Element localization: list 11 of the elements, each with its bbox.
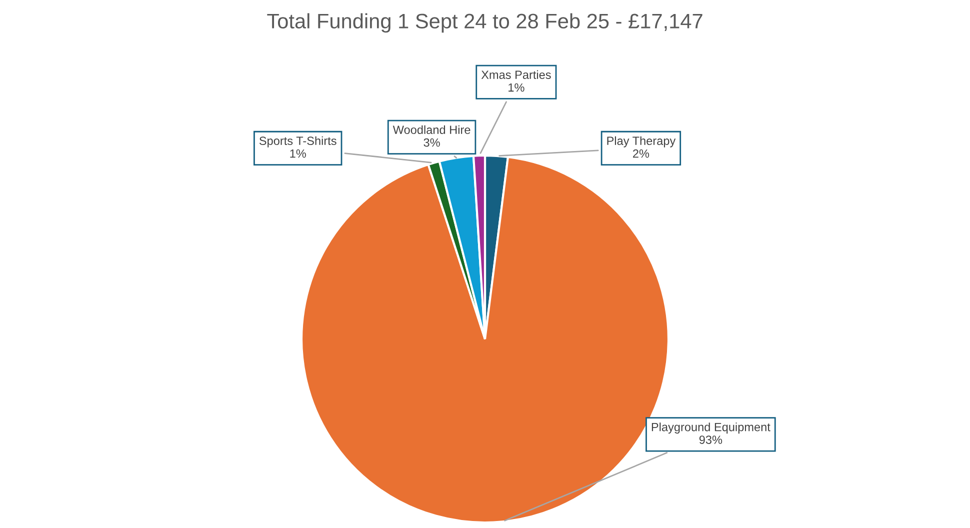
slice-label: Woodland Hire — [392, 125, 470, 134]
slice-label: Sports T-Shirts — [259, 136, 336, 148]
slice-label: Xmas Parties — [481, 70, 551, 79]
data-label: 3% — [424, 138, 440, 147]
data-label: 1% — [290, 149, 306, 158]
chart-title: Total Funding 1 Sept 24 to 28 Feb 25 - £17,147 — [267, 13, 702, 33]
data-label: 2% — [633, 149, 650, 158]
data-label: 93% — [699, 436, 722, 444]
data-label: 1% — [508, 83, 524, 92]
slice-label: Playground Equipment — [652, 422, 770, 434]
slice-label: Play Therapy — [607, 136, 676, 148]
